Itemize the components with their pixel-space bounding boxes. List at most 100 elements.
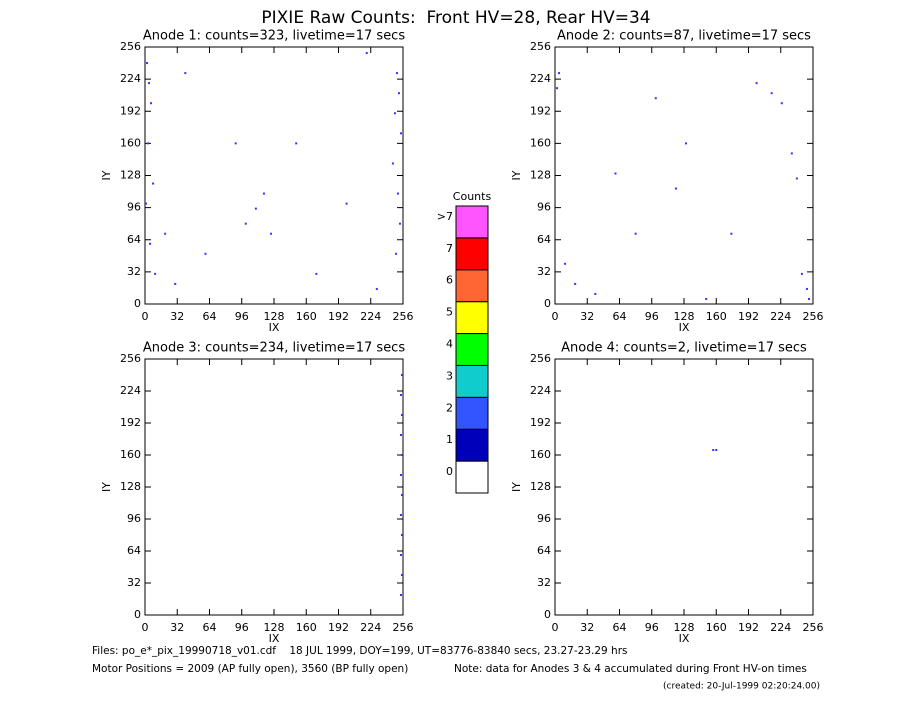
x-tick-label: 128	[674, 310, 695, 323]
y-tick-label: 256	[530, 352, 551, 365]
data-point	[685, 142, 688, 145]
data-point	[146, 62, 149, 65]
y-axis-label: IY	[510, 482, 523, 492]
y-tick-label: 160	[530, 136, 551, 149]
x-tick-label: 32	[170, 621, 184, 634]
data-point	[399, 132, 402, 135]
footer-motor: Motor Positions = 2009 (AP fully open), …	[92, 663, 408, 675]
color-box	[455, 460, 489, 494]
x-tick-label: 32	[580, 310, 594, 323]
footer-note: Note: data for Anodes 3 & 4 accumulated …	[454, 663, 807, 675]
y-tick-label: 96	[537, 201, 551, 214]
color-box	[455, 364, 489, 398]
y-tick-label: 256	[530, 40, 551, 53]
x-tick-label: 96	[645, 621, 659, 634]
data-point	[234, 142, 237, 145]
x-tick-label: 32	[170, 310, 184, 323]
y-tick-label: 192	[120, 416, 141, 429]
x-tick-label: 96	[235, 621, 249, 634]
data-point	[400, 374, 403, 376]
y-tick-label: 192	[530, 416, 551, 429]
data-point	[400, 454, 403, 456]
data-point	[558, 72, 561, 75]
y-tick-label: 224	[120, 384, 141, 397]
x-tick-label: 128	[264, 310, 285, 323]
data-point	[145, 202, 148, 205]
data-point	[148, 82, 151, 85]
data-point	[556, 87, 559, 90]
y-tick-label: 224	[530, 384, 551, 397]
data-point	[807, 297, 810, 300]
x-axis-label: IX	[679, 321, 690, 334]
y-tick-label: 32	[127, 576, 141, 589]
x-tick-label: 192	[328, 621, 349, 634]
panel-title: Anode 4: counts=2, livetime=17 secs	[561, 341, 807, 356]
x-tick-label: 192	[328, 310, 349, 323]
x-tick-label: 64	[203, 310, 217, 323]
panel-title: Anode 3: counts=234, livetime=17 secs	[143, 341, 405, 356]
data-point	[400, 574, 403, 576]
data-point	[391, 162, 394, 165]
data-point	[400, 494, 403, 496]
color-box	[455, 269, 489, 303]
y-tick-label: 256	[120, 40, 141, 53]
x-tick-label: 224	[360, 310, 381, 323]
y-tick-label: 224	[120, 72, 141, 85]
y-tick-label: 160	[530, 448, 551, 461]
x-tick-label: 0	[142, 310, 149, 323]
x-tick-label: 256	[393, 310, 414, 323]
data-point	[164, 232, 167, 235]
colorbar-label: 6	[446, 274, 453, 287]
x-tick-label: 256	[393, 621, 414, 634]
data-point	[755, 82, 758, 85]
colorbar-label: 0	[446, 465, 453, 478]
data-point	[399, 594, 402, 596]
y-tick-label: 64	[537, 233, 551, 246]
data-point	[770, 92, 773, 95]
y-tick-label: 0	[544, 608, 551, 621]
data-point	[730, 232, 733, 235]
data-point	[375, 287, 378, 290]
data-point	[315, 272, 318, 275]
data-point	[147, 142, 150, 145]
color-box	[455, 333, 489, 366]
y-axis-label: IY	[510, 170, 523, 180]
data-point	[152, 182, 155, 185]
y-tick-label: 32	[127, 265, 141, 278]
data-point	[398, 222, 401, 225]
data-point	[184, 72, 187, 75]
data-point	[654, 97, 657, 100]
y-tick-label: 224	[530, 72, 551, 85]
y-tick-label: 160	[120, 136, 141, 149]
colorbar-label: >7	[437, 210, 453, 223]
x-tick-label: 224	[770, 310, 791, 323]
colorbar-label: 7	[446, 242, 453, 255]
x-tick-label: 64	[613, 310, 627, 323]
color-box	[455, 396, 489, 430]
y-tick-label: 0	[134, 297, 141, 310]
panel-title: Anode 1: counts=323, livetime=17 secs	[143, 29, 405, 44]
data-point	[397, 92, 400, 95]
data-point	[150, 102, 153, 105]
data-point	[174, 282, 177, 285]
y-tick-label: 128	[120, 480, 141, 493]
y-tick-label: 128	[530, 169, 551, 182]
y-tick-label: 192	[530, 104, 551, 117]
main-title: PIXIE Raw Counts: Front HV=28, Rear HV=3…	[261, 8, 650, 28]
x-tick-label: 224	[770, 621, 791, 634]
y-tick-label: 96	[127, 201, 141, 214]
y-tick-label: 64	[127, 544, 141, 557]
y-tick-label: 128	[120, 169, 141, 182]
x-tick-label: 96	[645, 310, 659, 323]
data-point	[365, 52, 368, 55]
x-tick-label: 0	[552, 621, 559, 634]
data-point	[399, 554, 402, 556]
data-point	[269, 232, 272, 235]
color-box	[455, 301, 489, 335]
data-point	[634, 232, 637, 235]
data-point	[244, 222, 247, 225]
x-tick-label: 256	[803, 310, 824, 323]
y-tick-label: 128	[530, 480, 551, 493]
data-point	[400, 414, 403, 416]
colorbar-title: Counts	[453, 190, 492, 203]
